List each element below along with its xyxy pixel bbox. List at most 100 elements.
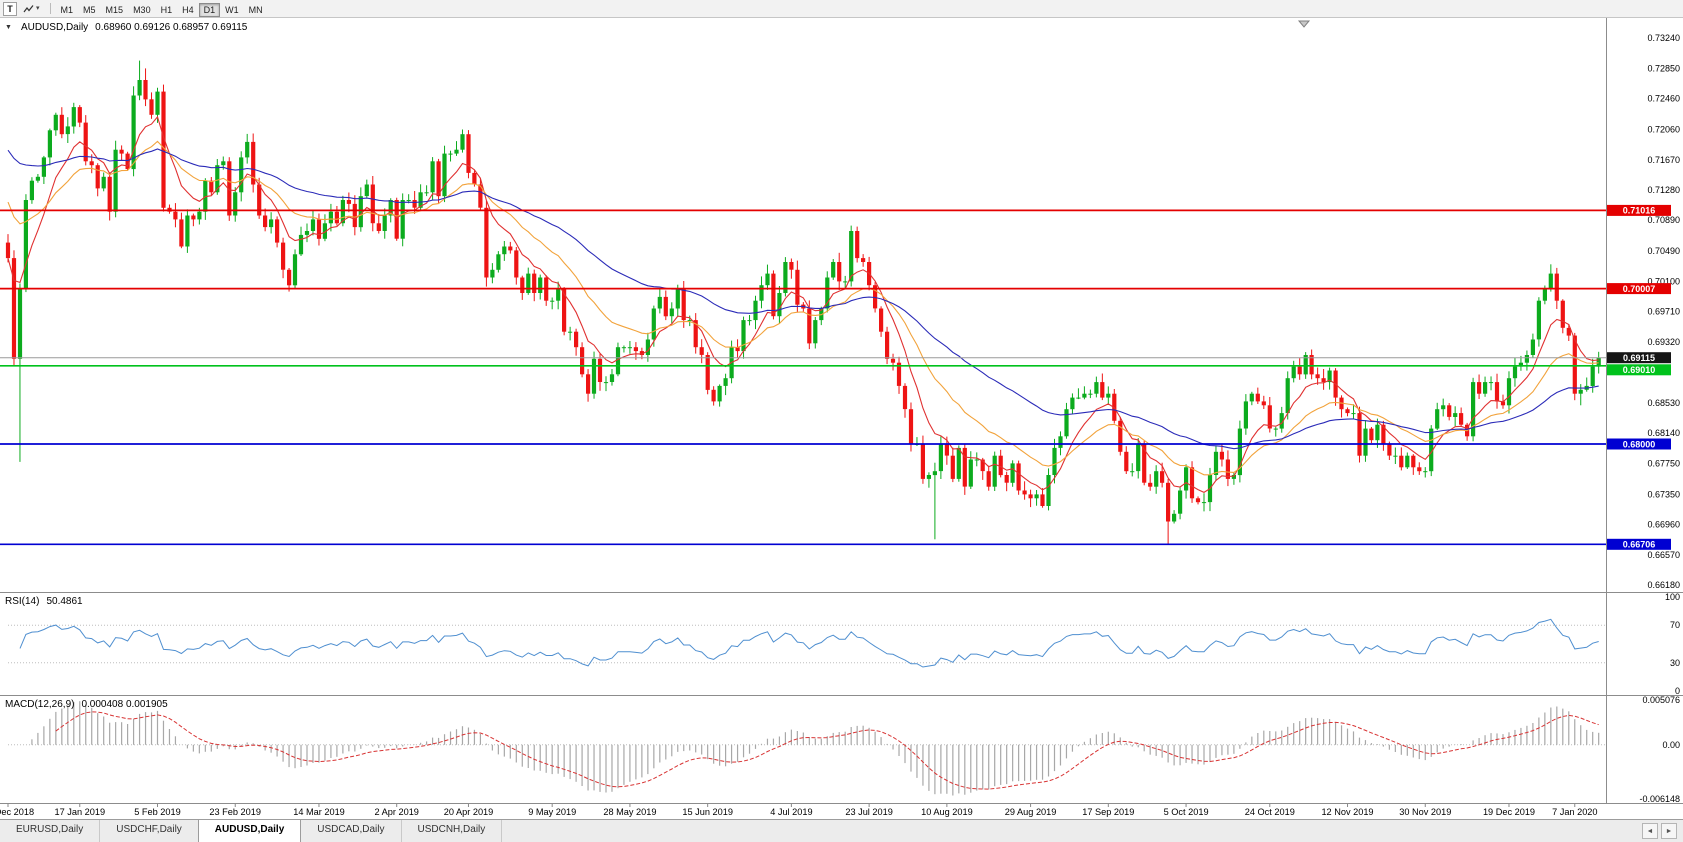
- candle: [621, 347, 626, 349]
- candle: [113, 149, 118, 212]
- candle: [352, 203, 357, 228]
- candle: [269, 219, 274, 228]
- candle: [1447, 405, 1452, 417]
- candle: [1483, 382, 1488, 394]
- candle: [370, 184, 375, 224]
- candle: [107, 176, 112, 212]
- candle: [59, 114, 64, 135]
- candle: [1088, 393, 1093, 395]
- candle: [813, 320, 818, 344]
- candle: [609, 374, 615, 382]
- candle: [873, 285, 878, 309]
- price-badge-0.71016: 0.71016: [1607, 204, 1671, 216]
- candle: [275, 219, 280, 243]
- candle: [1225, 459, 1230, 479]
- indicators-dropdown-button[interactable]: ▾: [18, 2, 45, 16]
- tab-scroll-left-button[interactable]: ◄: [1642, 823, 1658, 839]
- timeframe-m15-button[interactable]: M15: [101, 3, 129, 17]
- candle: [1124, 451, 1129, 472]
- candle: [1172, 513, 1177, 522]
- candle: [956, 447, 961, 479]
- candle: [1518, 362, 1523, 367]
- candle: [179, 219, 184, 247]
- candle: [1375, 424, 1380, 441]
- candle: [1040, 494, 1045, 506]
- candle: [753, 300, 758, 321]
- candle: [597, 358, 603, 382]
- toolbar-separator: [49, 3, 51, 14]
- price-axis-label: 0.67350: [1647, 489, 1680, 499]
- time-axis[interactable]: [0, 804, 1606, 819]
- timeframe-h4-button[interactable]: H4: [177, 3, 199, 17]
- candle: [514, 250, 519, 278]
- candle: [723, 378, 728, 386]
- price-axis[interactable]: [1607, 18, 1683, 803]
- svg-text:0.68000: 0.68000: [1623, 439, 1656, 449]
- time-axis-label: 10 Aug 2019: [921, 807, 973, 817]
- candle: [1064, 409, 1069, 437]
- svg-text:0.71016: 0.71016: [1623, 206, 1656, 216]
- time-axis-label: 23 Jul 2019: [845, 807, 893, 817]
- timeframe-d1-button[interactable]: D1: [198, 2, 221, 17]
- candle: [1441, 405, 1446, 410]
- candle: [1393, 455, 1398, 457]
- candle: [1028, 494, 1033, 499]
- candle: [687, 320, 692, 322]
- time-axis-label: 23 Feb 2019: [209, 807, 261, 817]
- candle: [406, 200, 411, 201]
- candle: [1201, 502, 1207, 504]
- candle: [885, 331, 890, 359]
- rsi-axis-label: 30: [1670, 658, 1680, 668]
- candle: [1189, 467, 1195, 499]
- candle: [1046, 475, 1051, 506]
- price-axis-label: 0.68140: [1647, 428, 1680, 438]
- candle: [466, 134, 471, 173]
- candle: [1261, 401, 1266, 406]
- candle: [292, 254, 298, 286]
- candle: [29, 180, 34, 201]
- candle: [191, 215, 196, 220]
- timeframe-button-group: M1 M5 M15 M30 H1 H4 D1 W1 MN: [56, 0, 268, 18]
- candle: [251, 141, 256, 185]
- candle: [532, 273, 537, 293]
- candle: [1548, 273, 1553, 290]
- candle: [986, 471, 991, 487]
- candle: [1369, 428, 1374, 441]
- template-button[interactable]: T: [3, 1, 17, 16]
- candle: [932, 471, 937, 476]
- candle: [418, 192, 423, 208]
- chart-tab-usdcad[interactable]: USDCAD,Daily: [301, 820, 402, 842]
- candle: [681, 289, 686, 321]
- time-axis-label: 17 Sep 2019: [1082, 807, 1134, 817]
- candle: [1166, 482, 1171, 522]
- candle: [131, 95, 136, 170]
- candle: [77, 107, 82, 123]
- chart-tab-usdchf[interactable]: USDCHF,Daily: [100, 820, 199, 842]
- candle: [83, 122, 88, 162]
- template-button-label: T: [7, 3, 13, 14]
- time-axis-label: 29 Aug 2019: [1005, 807, 1057, 817]
- time-axis-label: 29 Dec 2018: [0, 807, 34, 817]
- tab-scroll-right-button[interactable]: ►: [1661, 823, 1677, 839]
- candle: [1566, 327, 1571, 336]
- candle: [1052, 447, 1057, 475]
- timeframe-w1-button[interactable]: W1: [220, 3, 244, 17]
- timeframe-h1-button[interactable]: H1: [156, 3, 178, 17]
- candle: [53, 114, 58, 131]
- chart-tab-usdcnh[interactable]: USDCNH,Daily: [402, 820, 503, 842]
- moving-averages-layer: [7, 115, 1599, 494]
- price-badge-0.66706: 0.66706: [1607, 538, 1671, 550]
- candle: [962, 447, 967, 487]
- timeframe-m5-button[interactable]: M5: [78, 3, 101, 17]
- chart-tab-audusd[interactable]: AUDUSD,Daily: [197, 820, 302, 842]
- timeframe-m30-button[interactable]: M30: [128, 3, 156, 17]
- candle: [1459, 413, 1464, 425]
- candle: [1291, 366, 1296, 379]
- chart-shift-marker[interactable]: [1297, 20, 1311, 28]
- candle: [1381, 424, 1386, 445]
- candle: [998, 455, 1003, 476]
- chart-tab-eurusd[interactable]: EURUSD,Daily: [0, 820, 101, 842]
- candle: [1309, 355, 1314, 375]
- timeframe-m1-button[interactable]: M1: [56, 3, 79, 17]
- timeframe-mn-button[interactable]: MN: [244, 3, 268, 17]
